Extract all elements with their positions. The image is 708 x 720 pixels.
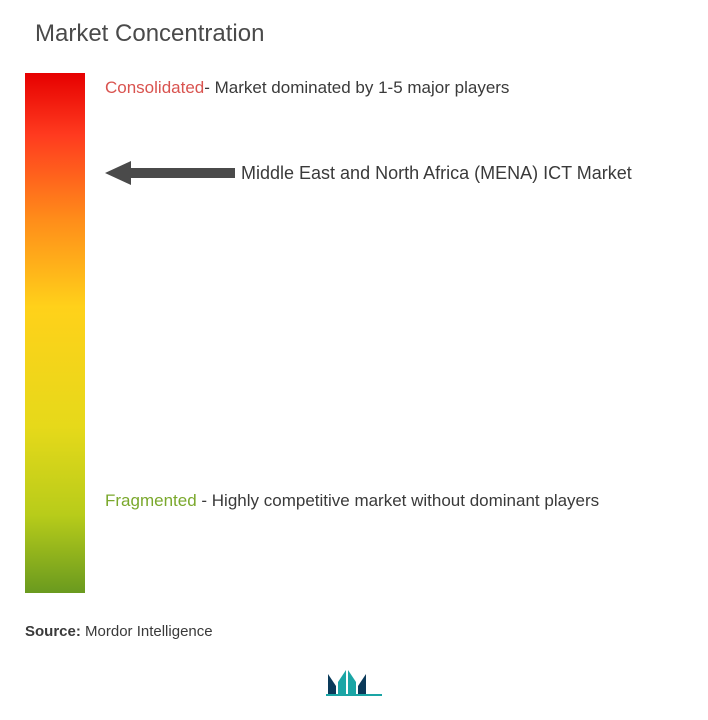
source-value: Mordor Intelligence [81, 623, 213, 640]
scale-labels: Consolidated- Market dominated by 1-5 ma… [105, 73, 683, 593]
market-name-label: Middle East and North Africa (MENA) ICT … [241, 163, 632, 184]
source-label: Source: [25, 623, 81, 640]
page-title: Market Concentration [35, 20, 683, 48]
gradient-scale-bar [25, 73, 85, 593]
fragmented-desc: - Highly competitive market without domi… [197, 491, 600, 510]
fragmented-keyword: Fragmented [105, 491, 197, 510]
consolidated-desc: - Market dominated by 1-5 major players [204, 78, 509, 97]
arrow-left-icon [105, 159, 235, 187]
market-marker: Middle East and North Africa (MENA) ICT … [105, 159, 632, 187]
concentration-chart: Consolidated- Market dominated by 1-5 ma… [25, 73, 683, 613]
mordor-logo-icon [324, 664, 384, 700]
fragmented-label: Fragmented - Highly competitive market w… [105, 485, 643, 517]
consolidated-label: Consolidated- Market dominated by 1-5 ma… [105, 76, 663, 100]
consolidated-keyword: Consolidated [105, 78, 204, 97]
source-attribution: Source: Mordor Intelligence [25, 623, 213, 640]
